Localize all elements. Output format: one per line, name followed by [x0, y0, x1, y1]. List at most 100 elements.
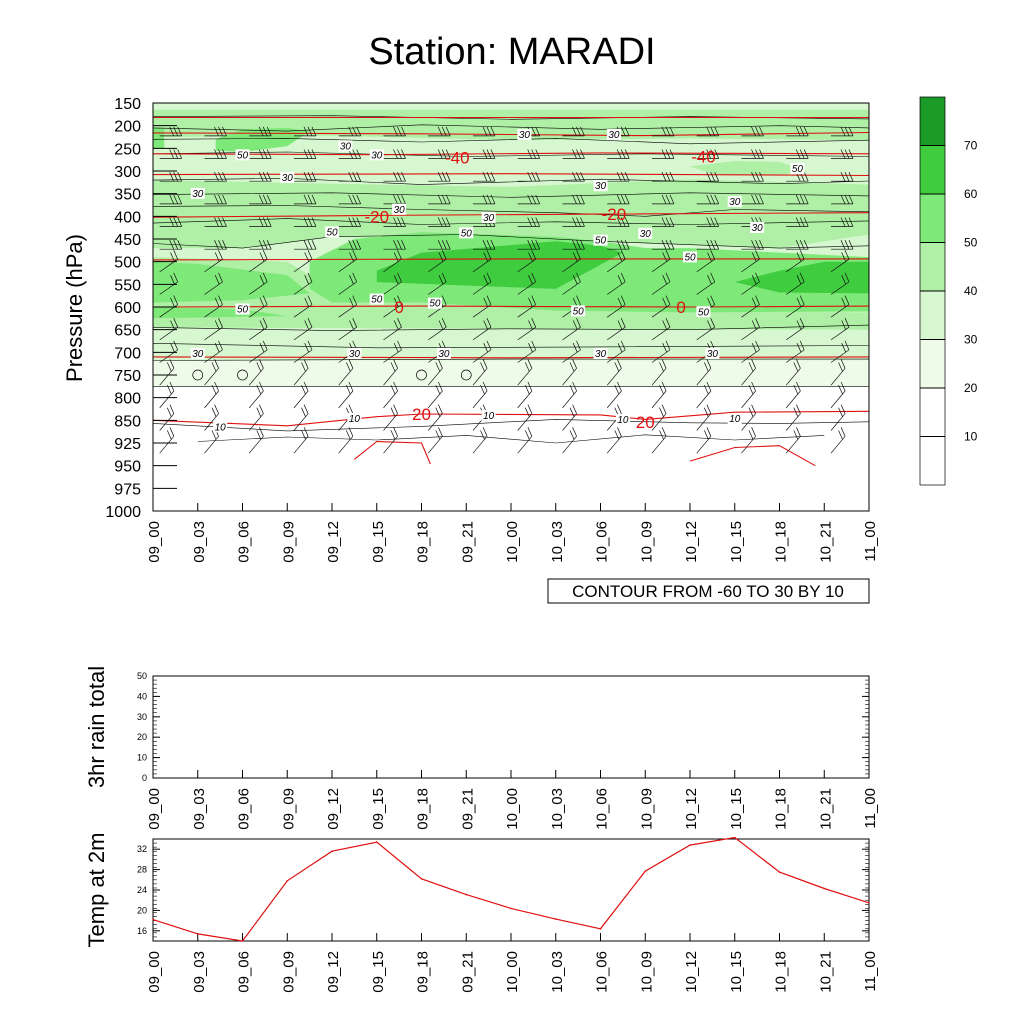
wind-barb-77 [383, 172, 406, 182]
cs-time-label: 09_21 [459, 521, 476, 563]
rh-contour-label: 50 [326, 227, 338, 238]
barb-feather [841, 297, 847, 308]
wind-barb-182 [696, 172, 720, 182]
barb-feather [659, 430, 664, 440]
pressure-tick-label: 700 [114, 345, 141, 362]
barb-feather [348, 404, 354, 414]
barb-feather [222, 240, 227, 250]
barb-feather [796, 275, 802, 285]
barb-feather [844, 240, 850, 250]
barb-feather [173, 295, 179, 305]
barb-feather [707, 320, 712, 330]
rain-time-label: 10_12 [683, 788, 700, 830]
barb-feather [262, 340, 268, 351]
barb-feather [659, 407, 664, 417]
barb-feather [755, 149, 760, 159]
barb-feather [572, 381, 577, 392]
barb-feather [435, 384, 441, 395]
barb-feather [438, 404, 443, 414]
barb-feather [397, 340, 402, 351]
wind-barb-88 [383, 404, 398, 431]
wind-barb-11 [159, 359, 175, 386]
barb-feather [524, 430, 530, 440]
rain-time-label: 09_06 [236, 788, 253, 830]
rain-time-label: 09_18 [415, 788, 432, 830]
calm-circle-0 [192, 369, 204, 381]
wind-barb-51 [293, 250, 313, 273]
barb-feather [397, 217, 402, 227]
wind-barb-159 [606, 318, 626, 341]
barb-feather [211, 407, 217, 417]
calm-circle-3 [460, 369, 472, 381]
barb-feather [528, 275, 533, 285]
wind-barb-192 [696, 381, 712, 409]
barb-feather [393, 217, 398, 227]
barb-feather [352, 250, 358, 260]
barb-feather [266, 149, 272, 159]
wind-barb-108 [473, 194, 496, 205]
wind-barb-33 [249, 194, 272, 205]
barb-feather [748, 430, 754, 440]
rh-contour-label: 50 [684, 252, 696, 263]
colorbar-box-3 [919, 242, 946, 292]
wind-barb-52 [293, 272, 313, 295]
barb-feather [531, 272, 537, 283]
rain-time-label: 09_03 [191, 788, 208, 830]
barb-feather [531, 149, 537, 159]
barb-feather [617, 427, 622, 437]
wind-barb-142 [562, 272, 581, 295]
barb-feather [669, 149, 675, 159]
barb-feather [620, 318, 626, 328]
barb-feather [710, 250, 716, 260]
barb-feather [437, 149, 443, 159]
barb-feather [349, 297, 354, 308]
barb-feather [624, 126, 630, 137]
barb-feather [262, 194, 268, 205]
wind-barb-3 [159, 194, 183, 205]
barb-feather [303, 194, 309, 205]
wind-barb-87 [383, 381, 398, 409]
pressure-tick-label: 450 [114, 232, 141, 249]
barb-feather [303, 126, 309, 137]
wind-barb-31 [249, 149, 272, 159]
barb-feather [751, 275, 757, 285]
barb-feather [177, 194, 183, 205]
rain-frame [152, 675, 870, 779]
barb-feather [482, 359, 488, 369]
barb-feather [617, 275, 623, 285]
wind-barb-55 [293, 340, 313, 363]
rh-contour-label: 30 [282, 173, 294, 184]
barb-feather [844, 318, 850, 328]
barb-feather [759, 149, 764, 159]
barb-feather [307, 149, 313, 159]
barb-feather [259, 275, 265, 285]
barb-feather [259, 427, 264, 437]
wind-barb-28 [204, 404, 219, 431]
barb-feather [748, 362, 754, 372]
barb-staff [472, 281, 492, 295]
pressure-tick-label: 400 [114, 209, 141, 226]
barb-feather [569, 407, 575, 417]
wind-barb-222 [785, 381, 801, 409]
barb-feather [614, 384, 620, 395]
barb-feather [262, 149, 268, 159]
humidity-contour-9 [152, 324, 870, 331]
barb-feather [528, 297, 533, 308]
barb-feather [844, 126, 850, 137]
barb-feather [706, 172, 712, 182]
wind-barb-221 [785, 359, 801, 386]
barb-feather [301, 384, 306, 395]
pressure-tick-label: 500 [114, 255, 141, 272]
barb-feather [486, 194, 492, 205]
barb-feather [258, 194, 264, 205]
wind-barb-189 [696, 318, 716, 341]
barb-feather [345, 362, 351, 372]
barb-feather [848, 172, 854, 182]
barb-feather [259, 297, 265, 308]
wind-barb-180 [696, 126, 720, 137]
barb-feather [751, 343, 757, 353]
barb-feather [531, 126, 537, 137]
wind-barb-196 [741, 149, 764, 159]
barb-feather [844, 250, 850, 260]
barb-feather [393, 172, 398, 182]
